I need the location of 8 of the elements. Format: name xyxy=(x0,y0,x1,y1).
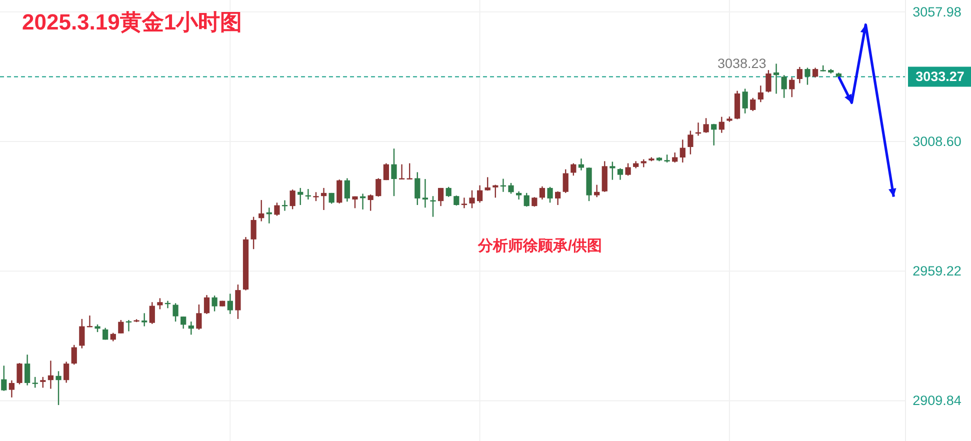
chart-title: 2025.3.19黄金1小时图 xyxy=(22,10,242,34)
y-tick-label: 3057.98 xyxy=(912,4,962,20)
ref-line-label: 3033.27 xyxy=(916,69,964,84)
y-tick-label: 3008.60 xyxy=(912,134,962,149)
y-tick-label: 2909.84 xyxy=(912,393,962,408)
annotation: 3038.23 xyxy=(717,56,766,72)
y-tick-label: 2959.22 xyxy=(912,264,962,279)
annotation: 分析师徐顾承/供图 xyxy=(476,238,602,254)
